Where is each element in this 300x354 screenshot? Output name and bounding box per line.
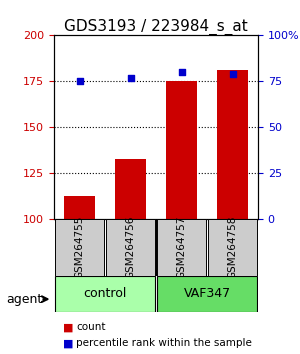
Text: percentile rank within the sample: percentile rank within the sample bbox=[76, 338, 252, 348]
Text: control: control bbox=[83, 287, 127, 300]
Bar bbox=[115, 159, 146, 219]
FancyBboxPatch shape bbox=[208, 219, 257, 276]
Text: GSM264757: GSM264757 bbox=[176, 216, 187, 280]
Text: VAF347: VAF347 bbox=[183, 287, 231, 300]
Point bbox=[179, 69, 184, 75]
Text: count: count bbox=[76, 322, 106, 332]
Text: GSM264755: GSM264755 bbox=[74, 216, 85, 280]
FancyBboxPatch shape bbox=[157, 276, 257, 312]
FancyBboxPatch shape bbox=[55, 276, 155, 312]
Point bbox=[77, 79, 82, 84]
Point bbox=[230, 71, 235, 77]
Text: GSM264758: GSM264758 bbox=[227, 216, 238, 280]
Bar bbox=[64, 195, 95, 219]
Text: agent: agent bbox=[6, 293, 42, 306]
FancyBboxPatch shape bbox=[55, 219, 104, 276]
FancyBboxPatch shape bbox=[157, 219, 206, 276]
Point bbox=[128, 75, 133, 81]
Text: ■: ■ bbox=[63, 322, 74, 332]
Bar bbox=[217, 70, 248, 219]
Text: GDS3193 / 223984_s_at: GDS3193 / 223984_s_at bbox=[64, 18, 248, 35]
Text: ■: ■ bbox=[63, 338, 74, 348]
FancyBboxPatch shape bbox=[106, 219, 155, 276]
Text: GSM264756: GSM264756 bbox=[125, 216, 136, 280]
Bar bbox=[166, 81, 197, 219]
